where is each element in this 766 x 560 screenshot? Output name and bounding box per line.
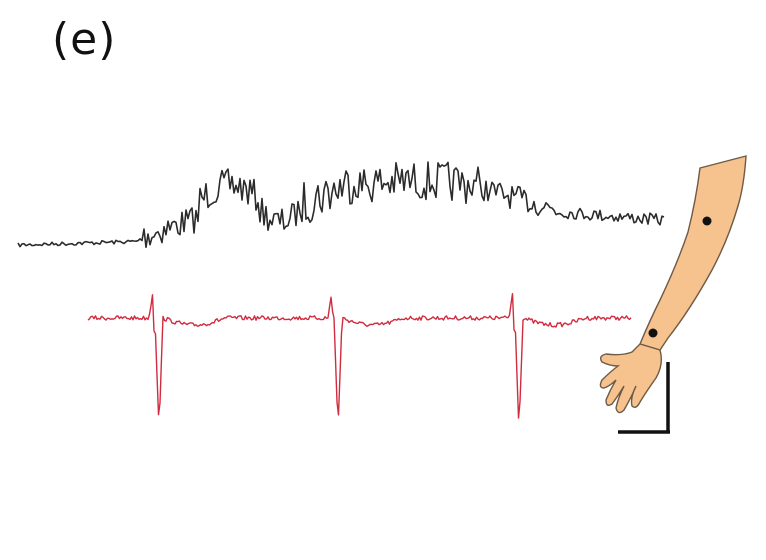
hand-shape	[599, 343, 663, 414]
electrode-dot-upper	[702, 216, 712, 226]
upper-signal-trace	[17, 161, 665, 249]
electrode-dot-lower	[648, 328, 658, 338]
lower-signal-trace	[87, 293, 632, 419]
arm-with-electrodes-icon	[599, 155, 747, 414]
arm-shape	[639, 155, 747, 351]
panel-label: (e)	[52, 14, 117, 65]
scale-bar-icon	[618, 362, 670, 434]
